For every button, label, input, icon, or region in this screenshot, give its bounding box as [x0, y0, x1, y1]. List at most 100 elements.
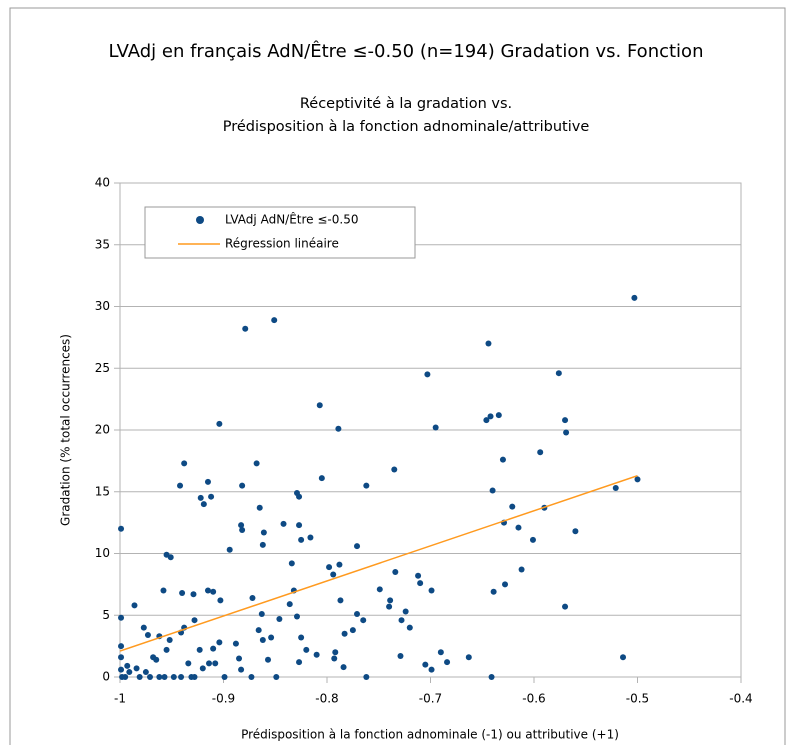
- point: [160, 587, 167, 594]
- point: [226, 546, 233, 553]
- point: [118, 654, 125, 661]
- point: [191, 617, 198, 624]
- point: [313, 651, 320, 658]
- point: [217, 597, 224, 604]
- point: [422, 661, 429, 668]
- point: [488, 674, 495, 680]
- point: [341, 630, 348, 637]
- point: [620, 654, 627, 661]
- y-tick-label: 20: [95, 423, 110, 437]
- point: [537, 449, 544, 456]
- point: [124, 662, 131, 669]
- point: [296, 522, 303, 529]
- chart-subtitle: Réceptivité à la gradation vs.: [300, 96, 512, 112]
- point: [555, 370, 562, 377]
- point: [415, 572, 422, 579]
- point: [242, 325, 249, 332]
- point: [424, 371, 431, 378]
- point: [200, 501, 207, 508]
- point: [118, 666, 125, 673]
- point: [259, 636, 266, 643]
- point: [276, 615, 283, 622]
- point: [204, 587, 211, 594]
- point: [326, 564, 333, 571]
- point: [336, 561, 343, 568]
- point: [142, 669, 149, 676]
- y-tick-label: 40: [95, 176, 110, 190]
- point: [298, 536, 305, 543]
- point: [402, 608, 409, 615]
- point: [354, 611, 361, 618]
- point: [238, 522, 245, 529]
- point: [631, 294, 638, 301]
- point: [232, 640, 239, 647]
- point: [156, 674, 163, 680]
- y-tick-label: 25: [95, 361, 110, 375]
- legend-box: [144, 206, 416, 259]
- point: [210, 588, 217, 595]
- point: [258, 611, 265, 618]
- point: [126, 669, 133, 676]
- point: [239, 527, 246, 534]
- point: [197, 494, 204, 501]
- point: [259, 541, 266, 548]
- point: [307, 534, 314, 541]
- point: [428, 587, 435, 594]
- point: [428, 666, 435, 673]
- point: [487, 413, 494, 420]
- chart-frame: [9, 7, 786, 745]
- point: [166, 636, 173, 643]
- point: [286, 601, 293, 608]
- point: [221, 674, 228, 680]
- y-axis-label: Gradation (% total occurrences): [59, 334, 73, 526]
- point: [489, 487, 496, 494]
- point: [167, 554, 174, 561]
- point: [268, 634, 275, 641]
- point: [298, 634, 305, 641]
- point: [131, 602, 138, 609]
- x-tick-label: -0.6: [522, 692, 545, 706]
- point: [483, 417, 490, 424]
- point: [140, 624, 147, 631]
- point: [502, 581, 509, 588]
- point: [387, 597, 394, 604]
- legend-label: LVAdj AdN/Être ≤-0.50: [225, 212, 358, 227]
- point: [210, 645, 217, 652]
- point: [185, 660, 192, 667]
- point: [199, 665, 206, 672]
- y-tick-label: 0: [102, 670, 110, 684]
- point: [239, 482, 246, 489]
- point: [391, 466, 398, 473]
- point: [363, 674, 370, 680]
- point: [177, 482, 184, 489]
- point: [397, 653, 404, 660]
- point: [363, 482, 370, 489]
- point: [432, 424, 439, 431]
- point: [212, 660, 219, 667]
- point: [118, 525, 125, 532]
- point: [465, 654, 472, 661]
- point: [161, 674, 168, 680]
- point: [133, 665, 140, 672]
- point: [331, 655, 338, 662]
- point: [490, 588, 497, 595]
- point: [337, 597, 344, 604]
- x-axis-label: Prédisposition à la fonction adnominale …: [241, 728, 619, 742]
- point: [293, 613, 300, 620]
- point: [256, 504, 263, 511]
- point: [509, 503, 516, 510]
- point: [260, 529, 267, 536]
- point: [386, 603, 393, 610]
- point: [316, 402, 323, 409]
- point: [398, 617, 405, 624]
- point: [236, 655, 243, 662]
- y-tick-label: 10: [95, 546, 110, 560]
- point: [144, 632, 151, 639]
- point: [437, 649, 444, 656]
- point: [122, 674, 129, 680]
- y-tick-label: 5: [102, 608, 110, 622]
- point: [360, 617, 367, 624]
- chart-title: LVAdj en français AdN/Être ≤-0.50 (n=194…: [109, 40, 704, 62]
- point: [170, 674, 177, 680]
